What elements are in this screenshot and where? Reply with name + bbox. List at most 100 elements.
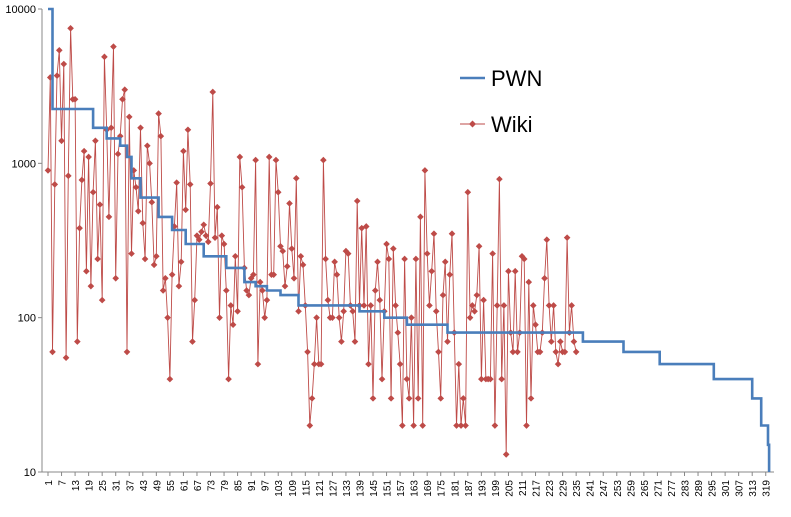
wiki-point	[238, 183, 246, 191]
wiki-point	[153, 252, 160, 260]
x-tick-label: 31	[112, 480, 123, 492]
x-tick-label: 115	[301, 480, 312, 496]
x-tick-label: 49	[152, 480, 163, 492]
wiki-point	[552, 348, 560, 356]
wiki-point	[236, 153, 244, 161]
y-tick-label: 10000	[5, 4, 36, 16]
wiki-point	[525, 278, 533, 286]
wiki-point	[162, 274, 169, 282]
wiki-point	[299, 261, 307, 269]
x-tick-label: 1	[44, 480, 55, 486]
wiki-point	[353, 197, 361, 205]
wiki-point	[265, 153, 273, 161]
wiki-point	[198, 228, 205, 236]
wiki-point	[421, 167, 429, 174]
x-tick-label: 319	[762, 480, 773, 497]
wiki-point	[247, 274, 255, 282]
x-tick-label: 211	[518, 480, 529, 496]
wiki-point	[290, 274, 298, 282]
wiki-point	[137, 124, 144, 132]
wiki-point	[417, 213, 424, 221]
x-tick-label: 127	[328, 480, 339, 497]
wiki-point	[329, 314, 336, 321]
wiki-point	[243, 287, 250, 294]
x-tick-label: 223	[545, 480, 556, 497]
wiki-point	[254, 360, 262, 368]
wiki-point	[288, 245, 296, 252]
wiki-point	[464, 188, 472, 196]
x-tick-label: 283	[680, 480, 691, 497]
wiki-point	[65, 172, 72, 180]
wiki-point	[502, 451, 510, 458]
wiki-point	[259, 287, 266, 294]
x-tick-label: 43	[139, 480, 150, 492]
wiki-point	[444, 338, 451, 345]
wiki-point	[550, 302, 557, 309]
wiki-point	[498, 375, 505, 383]
wiki-point	[80, 147, 88, 155]
wiki-point	[87, 282, 95, 290]
wiki-point	[105, 213, 113, 221]
wiki-point	[211, 234, 219, 241]
wiki-point	[459, 395, 467, 402]
wiki-point	[204, 238, 212, 246]
wiki-point	[173, 179, 180, 186]
wiki-point	[487, 375, 494, 383]
wiki-point	[543, 236, 551, 244]
x-tick-label: 301	[721, 480, 732, 497]
wiki-point	[306, 422, 314, 429]
wiki-point	[324, 296, 332, 304]
wiki-point	[139, 219, 147, 227]
wiki-point	[475, 243, 483, 250]
wiki-point	[250, 271, 257, 278]
x-tick-label: 187	[464, 480, 475, 497]
wiki-point	[229, 321, 237, 329]
wiki-point	[333, 271, 341, 278]
wiki-point	[150, 261, 158, 269]
wiki-point	[277, 243, 284, 250]
wiki-point	[295, 307, 302, 315]
wiki-point	[518, 252, 526, 260]
wiki-point	[130, 167, 138, 174]
wiki-point	[49, 348, 56, 356]
wiki-point	[554, 360, 562, 368]
series-pwn	[48, 7, 771, 472]
wiki-point	[367, 302, 375, 309]
wiki-point	[338, 338, 345, 345]
wiki-point	[473, 291, 481, 299]
wiki-point	[491, 422, 499, 429]
wiki-point	[44, 167, 52, 174]
wiki-point	[351, 338, 359, 345]
wiki-point	[322, 255, 329, 263]
wiki-point	[387, 395, 395, 402]
x-tick-label: 247	[599, 480, 610, 497]
legend-wiki-label: Wiki	[491, 112, 533, 137]
wiki-point	[570, 338, 578, 345]
wiki-point	[171, 223, 178, 230]
wiki-point	[112, 274, 120, 282]
wiki-point	[209, 88, 217, 96]
wiki-point	[155, 110, 162, 117]
x-tick-label: 295	[708, 480, 719, 497]
wiki-point	[55, 47, 63, 54]
wiki-point	[509, 348, 517, 356]
wiki-point	[182, 206, 189, 214]
wiki-point	[493, 302, 501, 309]
x-tick-label: 199	[491, 480, 502, 497]
wiki-point	[320, 156, 327, 164]
wiki-point	[78, 176, 86, 184]
wiki-point	[304, 348, 311, 356]
x-tick-label: 61	[179, 480, 190, 492]
wiki-point	[180, 147, 187, 155]
wiki-point	[430, 230, 438, 237]
wiki-point	[279, 247, 287, 255]
wiki-point	[335, 314, 343, 321]
wiki-point	[455, 360, 463, 368]
wiki-point	[469, 302, 476, 309]
y-tick-label: 1000	[12, 158, 36, 170]
wiki-point	[62, 354, 70, 362]
x-tick-label: 85	[234, 480, 245, 492]
y-tick-label: 10	[24, 467, 36, 479]
